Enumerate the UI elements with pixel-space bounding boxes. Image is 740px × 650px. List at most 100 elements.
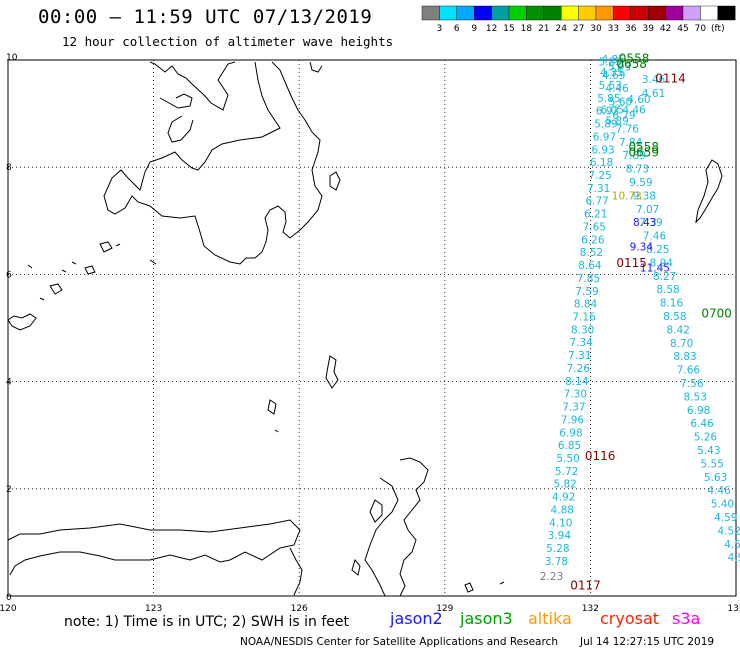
colorbar-label: 24 <box>555 24 567 34</box>
swh-value: 7.46 <box>643 231 667 243</box>
swh-value: 8.83 <box>673 351 696 363</box>
coastline-palau-talaud <box>267 159 723 433</box>
swh-value: 7.30 <box>564 389 587 401</box>
swh-value: 5.93 <box>608 62 631 74</box>
swh-value: 6.05 <box>601 105 624 117</box>
swh-value: 9.38 <box>633 190 656 202</box>
colorbar-swatch <box>682 5 701 21</box>
swh-value: 8.53 <box>684 391 707 403</box>
track-time-label: 0659 <box>629 145 660 159</box>
colorbar-swatch <box>595 5 614 21</box>
y-tick-label: 8 <box>6 163 12 173</box>
swh-value: 4.10 <box>549 517 572 529</box>
swh-value: 7.66 <box>677 365 701 377</box>
colorbar-label: 39 <box>642 24 654 34</box>
x-tick-label: 123 <box>145 604 162 614</box>
x-tick-label: 120 <box>0 604 17 614</box>
colorbar-label: 33 <box>608 24 619 34</box>
swh-value: 6.98 <box>559 427 582 439</box>
colorbar-swatch <box>456 5 475 21</box>
coastline-sulu-islands <box>7 241 121 331</box>
swh-value: 6.26 <box>581 234 605 246</box>
swh-value: 5.55 <box>701 458 724 470</box>
swh-value: 6.21 <box>584 209 607 221</box>
swh-value: 11.45 <box>640 263 670 275</box>
swh-value: 5.50 <box>556 453 579 465</box>
colorbar-label: 30 <box>590 24 602 34</box>
colorbar-swatch <box>700 5 719 21</box>
colorbar-label: 3 <box>437 24 443 34</box>
track-time-label: 0114 <box>655 72 686 86</box>
swh-value: 6.98 <box>687 405 710 417</box>
swh-value: 5.83 <box>599 56 622 68</box>
swh-value: 7.56 <box>680 378 704 390</box>
swh-value: 7.65 <box>583 221 606 233</box>
y-tick-label: 4 <box>6 378 12 388</box>
swh-value: 7.31 <box>587 183 610 195</box>
track-time-label: 0117 <box>570 579 601 593</box>
swh-value: 4.46 <box>622 105 646 117</box>
swh-value: 7.76 <box>616 123 640 135</box>
swh-value: 6.93 <box>591 144 614 156</box>
satellite-legend-item: jason3 <box>459 609 513 628</box>
map-subtitle: 12 hour collection of altimeter wave hei… <box>62 34 394 49</box>
x-tick-label: 129 <box>436 604 453 614</box>
swh-value: 4.9 <box>728 552 740 564</box>
colorbar-label: 6 <box>454 24 460 34</box>
colorbar-label: 12 <box>486 24 497 34</box>
colorbar-label: (ft) <box>711 24 725 34</box>
colorbar-label: 27 <box>573 24 584 34</box>
swh-value: 7.39 <box>639 217 662 229</box>
track-time-label: 0116 <box>585 449 616 463</box>
swh-value: 7.59 <box>575 286 598 298</box>
swh-value: 5.85 <box>597 93 620 105</box>
swh-value: 8.94 <box>650 257 674 269</box>
y-tick-label: 0 <box>6 593 12 603</box>
swh-value: 5.82 <box>553 479 576 491</box>
swh-value: 5.89 <box>594 119 617 131</box>
swh-value: 4.92 <box>552 492 575 504</box>
swh-value: 8.16 <box>660 298 684 310</box>
swh-value: 4.35 <box>600 67 623 79</box>
colorbar-label: 45 <box>677 24 688 34</box>
swh-value: 5.63 <box>704 472 727 484</box>
colorbar-swatch <box>648 5 666 21</box>
swh-value: 6.46 <box>690 418 714 430</box>
swh-value: 9.34 <box>630 241 654 253</box>
footer-credit: NOAA/NESDIS Center for Satellite Applica… <box>240 636 558 648</box>
swh-value: 3.94 <box>548 530 572 542</box>
colorbar-swatch <box>561 5 579 21</box>
colorbar-swatch <box>665 5 684 21</box>
swh-value: 3.46 <box>642 74 666 86</box>
colorbar-swatch <box>421 5 440 21</box>
color-scale-bar: 3 6 9 12 15 18 21 24 27 30 33 36 39 42 45 70 (ft) <box>421 5 736 34</box>
map-title: 00:00 – 11:59 UTC 07/13/2019 <box>38 6 373 28</box>
swh-value: 7.89 <box>622 150 645 162</box>
swh-value: 7.84 <box>619 137 643 149</box>
colorbar-swatch <box>578 5 597 21</box>
swh-value: 8.73 <box>626 164 649 176</box>
swh-value: 6.77 <box>585 196 608 208</box>
colorbar-label: 21 <box>538 24 549 34</box>
track-time-label: 0115 <box>616 256 647 270</box>
axis-labels: 120 123 126 129 132 135 10 8 6 4 2 0 <box>0 53 740 614</box>
swh-value: 5.60 <box>609 97 632 109</box>
satellite-legend-item: s3a <box>672 609 700 628</box>
swh-value: 6.85 <box>558 440 581 452</box>
colorbar-label: 70 <box>695 24 707 34</box>
track-time-label: 0658 <box>616 57 647 71</box>
swh-value: 4.46 <box>707 485 731 497</box>
track-time-label: 0558 <box>619 52 650 66</box>
colorbar-swatch <box>526 5 545 21</box>
footer-timestamp: Jul 14 12:27:15 UTC 2019 <box>579 636 714 648</box>
swh-value: 8.52 <box>580 247 603 259</box>
swh-value: 7.31 <box>568 350 591 362</box>
swh-value: 3.78 <box>545 556 568 568</box>
swh-value: 4.85 <box>602 54 625 66</box>
colorbar-swatch <box>543 5 562 21</box>
colorbar-swatch <box>508 5 527 21</box>
swh-value: 4.88 <box>551 504 574 516</box>
y-tick-label: 10 <box>6 53 18 63</box>
